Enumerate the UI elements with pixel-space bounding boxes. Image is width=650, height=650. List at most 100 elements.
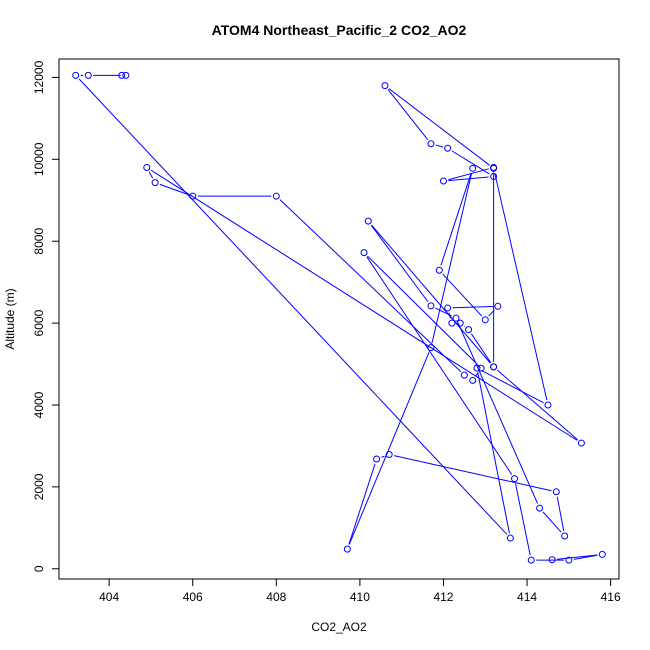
x-tick-label: 414: [517, 590, 537, 604]
series-segment: [488, 309, 495, 317]
data-point: [465, 326, 473, 334]
y-tick-label: 2000: [32, 473, 46, 500]
data-point: [460, 371, 468, 379]
data-point: [427, 344, 435, 352]
y-axis-label: Altitude (m): [3, 288, 17, 349]
y-tick-label: 12000: [32, 60, 46, 94]
series-segment: [557, 554, 598, 560]
data-point: [490, 363, 498, 371]
data-point: [481, 316, 489, 324]
data-point: [444, 144, 452, 152]
series-segment: [440, 172, 472, 266]
series-segment: [435, 307, 452, 317]
x-tick-label: 416: [601, 590, 621, 604]
series-segment: [457, 322, 539, 504]
data-point: [427, 302, 435, 310]
series-segment: [367, 255, 478, 365]
data-point: [360, 249, 368, 257]
series-segment: [78, 78, 508, 535]
data-point: [381, 82, 389, 90]
series-segment: [381, 455, 385, 458]
data-point: [456, 319, 464, 327]
series-segment: [393, 455, 552, 492]
data-point: [122, 71, 130, 79]
series-segment: [148, 171, 154, 179]
data-point: [189, 192, 197, 200]
data-point: [444, 304, 452, 312]
series-segment: [435, 144, 443, 148]
data-point: [473, 364, 481, 372]
series-segment: [159, 183, 189, 195]
x-axis: 404 406 408 410 412 414 416: [99, 578, 621, 604]
data-point: [469, 376, 477, 384]
data-point: [490, 164, 498, 172]
data-point: [343, 545, 351, 553]
data-point: [469, 164, 477, 172]
series-segment: [370, 224, 429, 303]
data-point: [427, 140, 435, 148]
data-point: [494, 302, 502, 310]
data-point: [448, 319, 456, 327]
data-point: [565, 556, 573, 564]
y-tick-label: 6000: [32, 309, 46, 336]
x-tick-label: 404: [99, 590, 119, 604]
data-point: [151, 179, 159, 187]
data-point: [552, 488, 560, 496]
y-tick-label: 10000: [32, 142, 46, 176]
data-point: [598, 550, 606, 558]
series-segment: [150, 169, 578, 441]
series-segment: [573, 554, 598, 560]
x-tick-label: 408: [266, 590, 286, 604]
data-point: [544, 401, 552, 409]
series-segment: [470, 333, 492, 364]
series-layer: [72, 71, 606, 564]
data-point: [435, 266, 443, 274]
data-point: [118, 71, 126, 79]
data-point: [385, 451, 393, 459]
data-point: [577, 439, 585, 447]
series-segment: [448, 176, 489, 182]
series-segment: [388, 88, 490, 166]
y-tick-label: 8000: [32, 228, 46, 255]
data-point: [84, 71, 92, 79]
y-axis: 0 2000 4000 6000 8000 10000 12000: [32, 60, 60, 572]
data-point: [511, 475, 519, 483]
series-segment: [348, 352, 430, 545]
series-segment: [279, 199, 462, 373]
data-point: [373, 455, 381, 463]
series-segment: [497, 369, 578, 441]
data-point: [527, 556, 535, 564]
series-segment: [481, 369, 544, 404]
series-segment: [494, 173, 548, 401]
series-segment: [348, 463, 376, 545]
series-segment: [448, 312, 451, 319]
x-axis-label: CO2_AO2: [311, 620, 367, 634]
data-point: [72, 71, 80, 79]
plot-area-frame: [58, 58, 620, 580]
chart-title: ATOM4 Northeast_Pacific_2 CO2_AO2: [212, 22, 467, 38]
data-point: [561, 532, 569, 540]
data-point: [548, 556, 556, 564]
series-segment: [475, 371, 479, 377]
series-segment: [542, 511, 562, 533]
data-point: [143, 164, 151, 172]
y-tick-label: 4000: [32, 391, 46, 418]
x-tick-label: 412: [433, 590, 453, 604]
series-segment: [431, 173, 473, 343]
series-segment: [442, 273, 483, 317]
x-tick-label: 406: [183, 590, 203, 604]
data-point: [477, 364, 485, 372]
series-segment: [515, 483, 531, 556]
y-tick-label: 0: [32, 565, 46, 572]
data-point: [364, 217, 372, 225]
series-segment: [477, 372, 510, 534]
data-point: [452, 314, 460, 322]
data-point: [272, 192, 280, 200]
data-point: [506, 534, 514, 542]
series-segment: [556, 496, 565, 532]
series-segment: [387, 89, 429, 141]
x-tick-label: 410: [350, 590, 370, 604]
series-segment: [452, 305, 493, 309]
series-segment: [366, 256, 513, 475]
